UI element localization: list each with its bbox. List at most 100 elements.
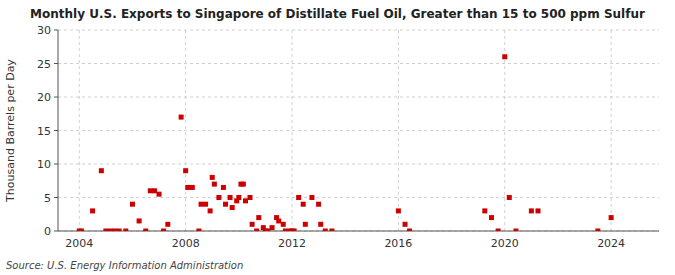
tick-label-y: 20 (37, 91, 51, 104)
grid-line-y (58, 30, 659, 31)
tick-y (54, 197, 58, 198)
point (396, 208, 401, 213)
point (323, 229, 328, 232)
point (108, 229, 113, 232)
point (117, 229, 122, 232)
point (223, 202, 228, 207)
point (281, 222, 286, 227)
axis-y (58, 30, 59, 231)
point (507, 195, 512, 200)
point (292, 229, 297, 232)
tick-label-y: 10 (37, 158, 51, 171)
point (152, 188, 157, 193)
tick-label-y: 25 (37, 58, 51, 71)
point (143, 229, 148, 232)
point (185, 185, 190, 190)
tick-y (54, 231, 58, 232)
tick-y (54, 130, 58, 131)
point (250, 222, 255, 227)
tick-y (54, 97, 58, 98)
point (536, 208, 541, 213)
tick-label-y: 15 (37, 125, 51, 138)
point (248, 195, 253, 200)
point (256, 215, 261, 220)
tick-y (54, 164, 58, 165)
grid-line-y (58, 97, 659, 98)
point (502, 54, 507, 59)
grid-line-y (58, 63, 659, 64)
point (241, 182, 246, 187)
point (161, 229, 166, 232)
point (90, 208, 95, 213)
point (403, 222, 408, 227)
point (316, 202, 321, 207)
point (609, 215, 614, 220)
point (595, 229, 600, 232)
point (303, 222, 308, 227)
grid-line-y (58, 197, 659, 198)
point (529, 208, 534, 213)
point (270, 225, 275, 230)
grid-line-x (79, 30, 80, 231)
point (236, 195, 241, 200)
point (254, 229, 259, 232)
point (513, 229, 518, 232)
point (296, 195, 301, 200)
point (482, 208, 487, 213)
tick-label-y: 5 (44, 192, 51, 205)
point (190, 185, 195, 190)
point (489, 215, 494, 220)
point (318, 222, 323, 227)
point (407, 229, 412, 232)
point (123, 229, 128, 232)
tick-label-y: 0 (44, 225, 51, 238)
tick-label-x: 2008 (172, 237, 200, 250)
points (77, 54, 614, 231)
point (183, 168, 188, 173)
tick-label-y: 30 (37, 24, 51, 37)
title: Monthly U.S. Exports to Singapore of Dis… (30, 7, 645, 21)
point (265, 229, 270, 232)
point (148, 188, 153, 193)
point (221, 185, 226, 190)
point (309, 195, 314, 200)
grid-line-y (58, 164, 659, 165)
point (165, 222, 170, 227)
point (496, 229, 501, 232)
point (208, 208, 213, 213)
grid-line-x (185, 30, 186, 231)
point (196, 229, 201, 232)
tick-label-x: 2004 (65, 237, 93, 250)
point (216, 195, 221, 200)
chart: 0 5 10 15 20 25 30 2004 2008 2012 2016 2020 2024 Thou… (0, 0, 675, 275)
point (199, 202, 204, 207)
grid-line-x (611, 30, 612, 231)
point (157, 192, 162, 197)
point (179, 115, 184, 120)
point (112, 229, 117, 232)
grid-line-y (58, 130, 659, 131)
tick-y (54, 63, 58, 64)
point (243, 198, 248, 203)
tick-y (54, 30, 58, 31)
tick-label-x: 2016 (384, 237, 412, 250)
point (130, 202, 135, 207)
point (99, 168, 104, 173)
source: Source: U.S. Energy Information Administ… (6, 260, 243, 271)
axis-label-y: Thousand Barrels per Day (4, 59, 17, 203)
tick-label-x: 2024 (597, 237, 625, 250)
point (203, 202, 208, 207)
point (301, 202, 306, 207)
point (276, 218, 281, 223)
point (137, 218, 142, 223)
point (103, 229, 108, 232)
point (228, 195, 233, 200)
point (212, 182, 217, 187)
point (79, 229, 84, 232)
tick-label-x: 2012 (278, 237, 306, 250)
grid-line-x (398, 30, 399, 231)
point (210, 175, 215, 180)
grid-line-x (292, 30, 293, 231)
point (329, 229, 334, 232)
tick-label-x: 2020 (491, 237, 519, 250)
